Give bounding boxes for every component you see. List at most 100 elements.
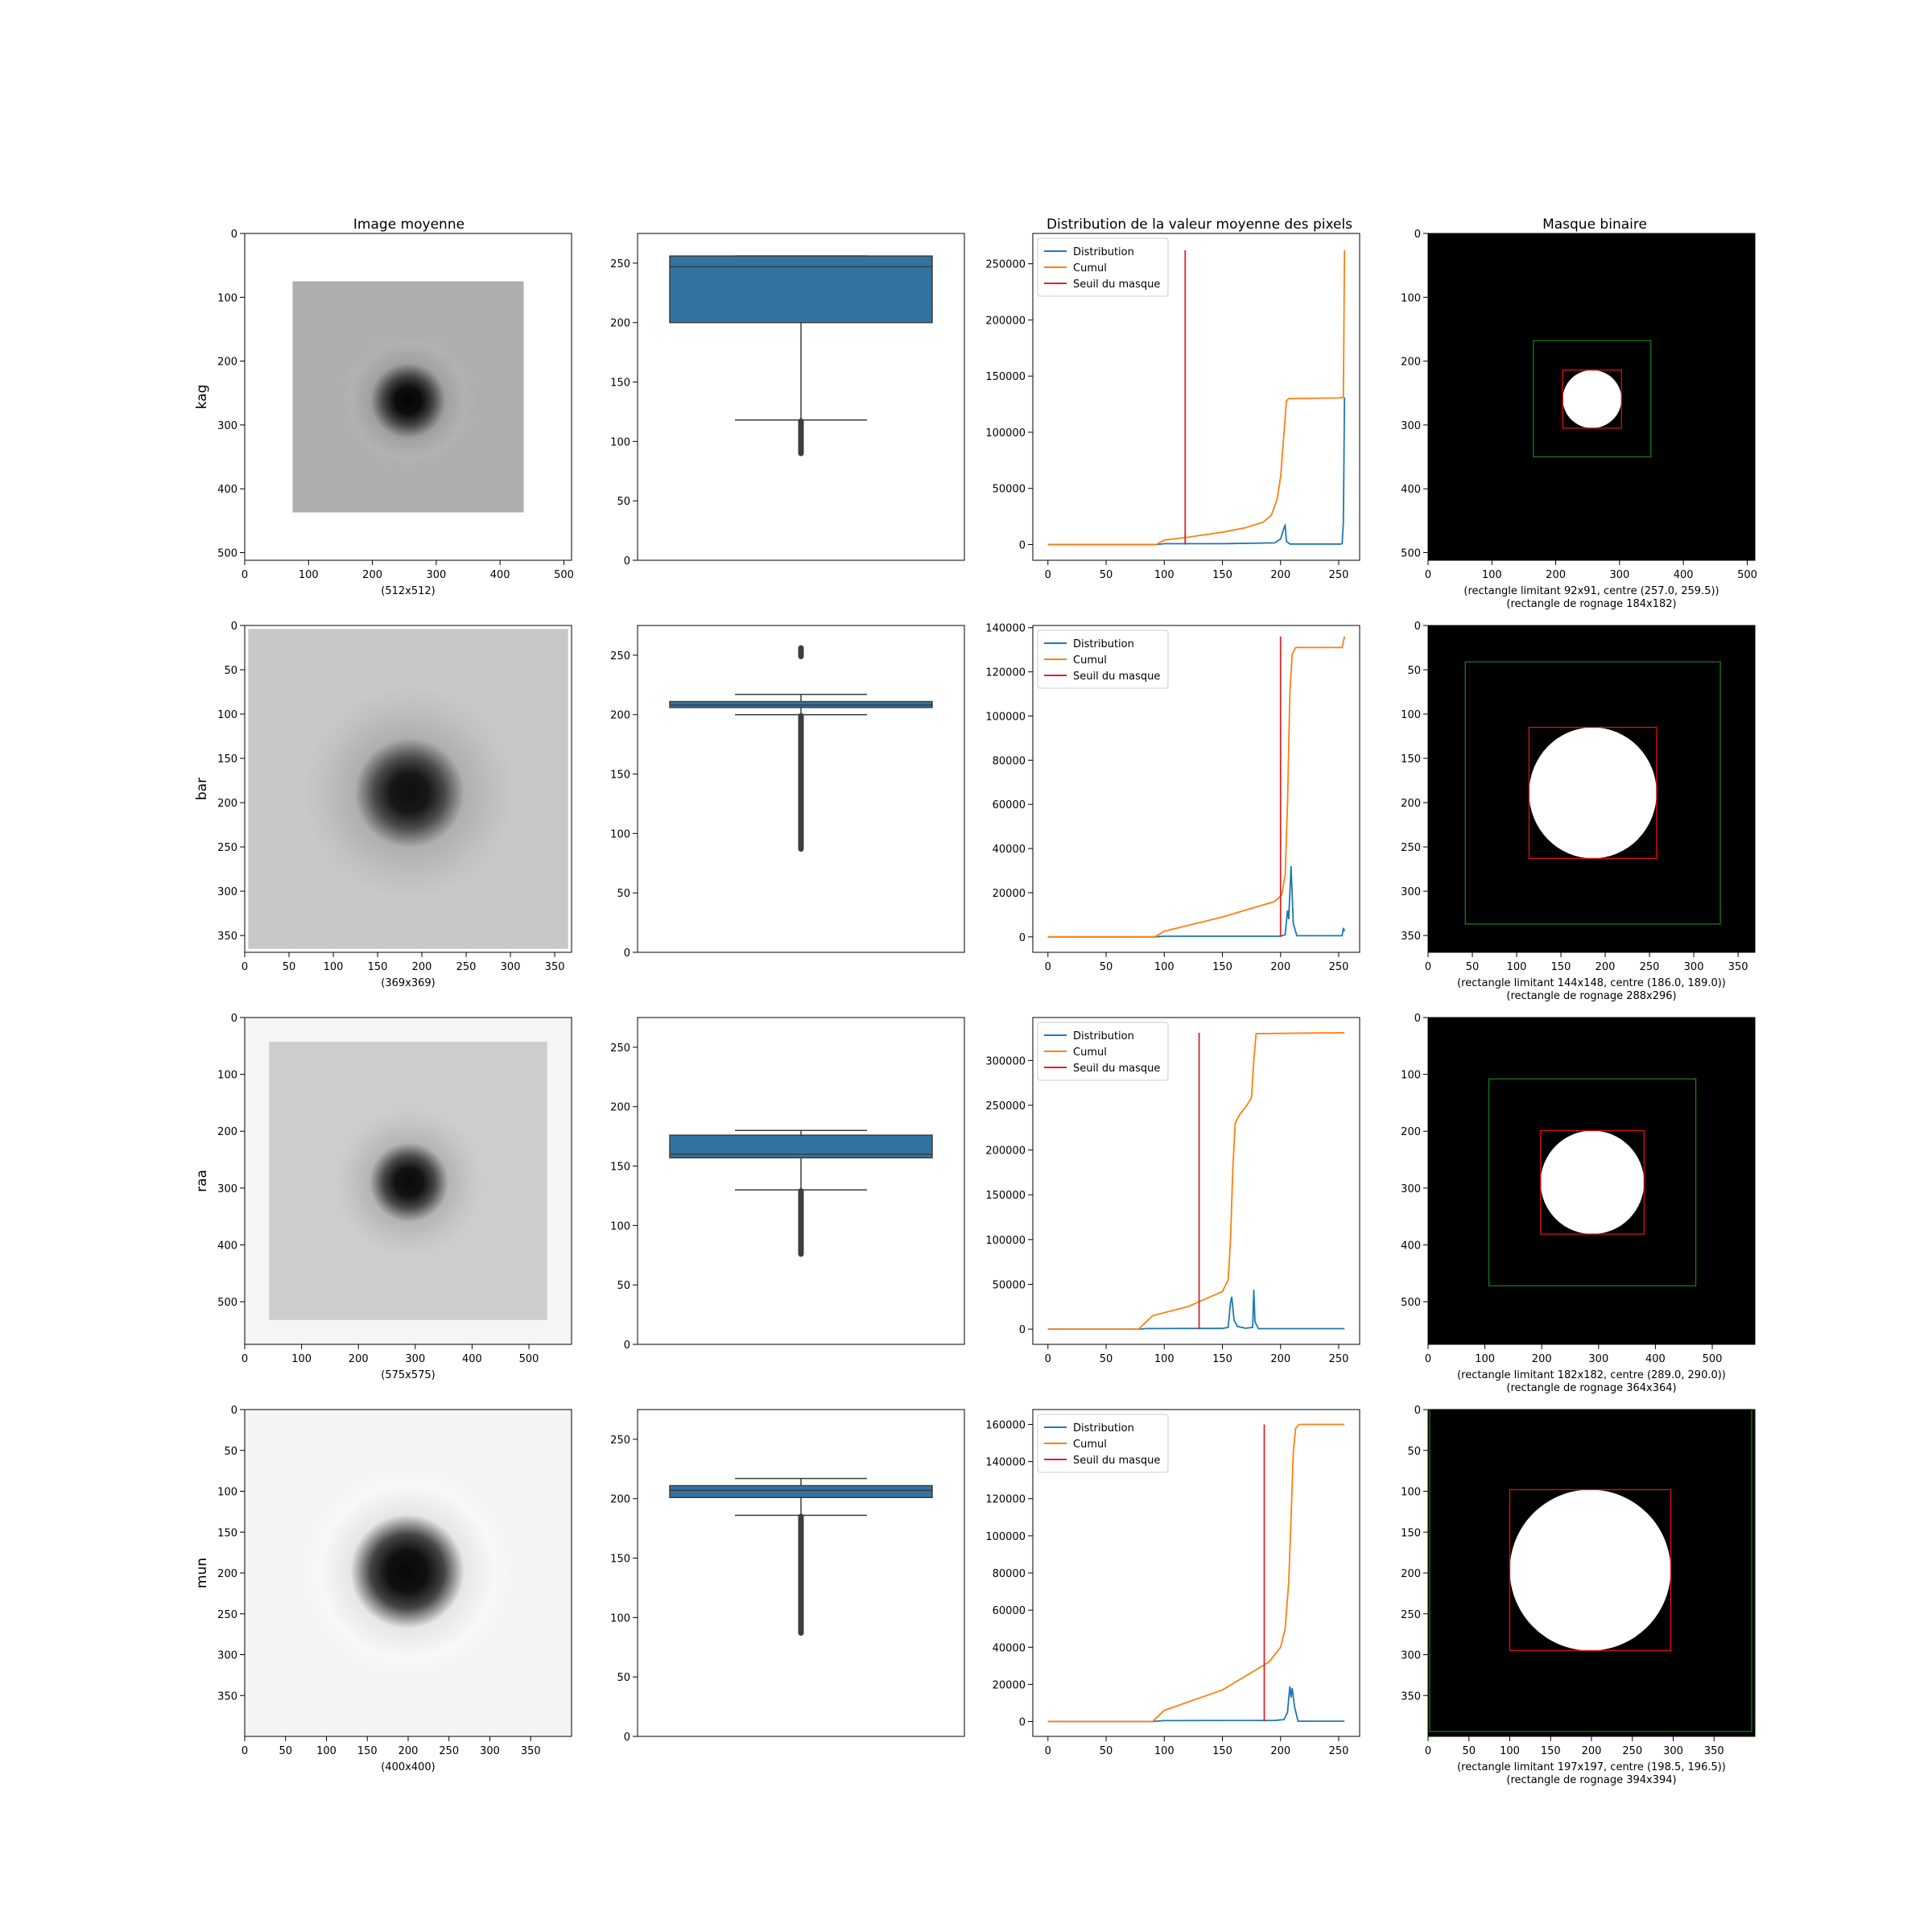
image-x-tick-label: 100 (316, 1745, 336, 1757)
image-x-tick-label: 100 (299, 569, 319, 581)
mask-y-tick-label: 100 (1401, 709, 1421, 721)
mask-caption-bounding: (rectangle limitant 92x91, centre (257.0… (1463, 585, 1719, 597)
box-y-tick-label: 150 (610, 770, 630, 782)
mask-y-tick-label: 150 (1401, 1527, 1421, 1539)
bounding-rectangle (1562, 369, 1622, 429)
dist-x-tick-label: 100 (1154, 1353, 1174, 1365)
image-x-tick-label: 400 (462, 1353, 482, 1365)
mask-y-tick-label: 300 (1401, 1650, 1421, 1662)
row-label: kag (194, 385, 210, 410)
dist-y-tick-label: 200000 (985, 1146, 1026, 1158)
image-size-label: (512x512) (381, 585, 435, 597)
mask-x-tick-label: 150 (1551, 961, 1571, 973)
dist-x-tick-label: 150 (1212, 1353, 1232, 1365)
dist-x-tick-label: 50 (1100, 1745, 1113, 1757)
mask-x-tick-label: 150 (1541, 1745, 1561, 1757)
mask-y-tick-label: 50 (1407, 665, 1421, 677)
mask-x-tick-label: 300 (1663, 1745, 1683, 1757)
image-y-tick-label: 0 (231, 1405, 237, 1417)
mask-y-tick-label: 300 (1401, 886, 1421, 898)
mask-axes-frame (1427, 233, 1756, 561)
dist-x-tick-label: 200 (1270, 961, 1290, 973)
dist-axes-frame (1032, 233, 1360, 561)
dist-y-tick-label: 250000 (985, 259, 1026, 271)
mask-axes-frame (1427, 625, 1756, 953)
mask-x-tick-label: 300 (1588, 1353, 1608, 1365)
mask-y-tick-label: 200 (1401, 357, 1421, 369)
mask-y-tick-label: 300 (1401, 1183, 1421, 1195)
mask-x-tick-label: 0 (1425, 961, 1431, 973)
distribution-line (1047, 397, 1346, 546)
mask-y-tick-label: 150 (1401, 753, 1421, 766)
image-y-tick-label: 200 (217, 798, 237, 810)
image-x-tick-label: 0 (242, 569, 248, 581)
mask-caption-bounding: (rectangle limitant 182x182, centre (289… (1457, 1369, 1726, 1381)
legend-label: Distribution (1073, 1030, 1134, 1042)
mask-x-tick-label: 100 (1500, 1745, 1520, 1757)
mask-y-tick-label: 200 (1401, 1568, 1421, 1580)
image-y-tick-label: 0 (231, 1013, 237, 1025)
dist-y-tick-label: 100000 (985, 1235, 1026, 1247)
image-y-tick-label: 100 (217, 1487, 237, 1499)
mask-circle (1563, 369, 1622, 428)
mask-y-tick-label: 400 (1401, 484, 1421, 496)
image-y-tick-label: 500 (217, 1297, 237, 1309)
dist-x-tick-label: 0 (1045, 961, 1051, 973)
image-x-tick-label: 0 (242, 961, 248, 973)
legend-box (1037, 237, 1169, 297)
crop-rectangle (1464, 661, 1721, 925)
dist-y-tick-label: 80000 (993, 755, 1026, 767)
mask-x-tick-label: 50 (1466, 961, 1480, 973)
mask-x-tick-label: 400 (1674, 569, 1694, 581)
dist-x-tick-label: 0 (1045, 1353, 1051, 1365)
bounding-rectangle (1528, 726, 1657, 860)
col-title-dist: Distribution de la valeur moyenne des pi… (1046, 217, 1352, 233)
mask-caption-crop: (rectangle de rognage 184x182) (1506, 598, 1676, 610)
dist-y-tick-label: 0 (1019, 1717, 1026, 1729)
mask-y-tick-label: 100 (1401, 1487, 1421, 1499)
dist-x-tick-label: 250 (1329, 1745, 1349, 1757)
mask-x-tick-label: 500 (1737, 569, 1757, 581)
mask-x-tick-label: 100 (1482, 569, 1502, 581)
image-x-tick-label: 100 (291, 1353, 312, 1365)
distribution-line (1047, 1686, 1345, 1723)
legend-box (1037, 1022, 1169, 1081)
box-y-tick-label: 0 (624, 1732, 630, 1744)
dist-x-tick-label: 200 (1270, 569, 1290, 581)
mask-y-tick-label: 0 (1414, 1405, 1421, 1417)
mask-x-tick-label: 350 (1704, 1745, 1724, 1757)
image-y-tick-label: 200 (217, 1126, 237, 1138)
dist-y-tick-label: 100000 (985, 711, 1026, 723)
image-x-tick-label: 150 (357, 1745, 378, 1757)
box-y-tick-label: 200 (610, 318, 630, 330)
dist-x-tick-label: 50 (1100, 569, 1113, 581)
box-y-tick-label: 150 (610, 1162, 630, 1174)
image-x-tick-label: 350 (545, 961, 565, 973)
mask-y-tick-label: 100 (1401, 1070, 1421, 1082)
image-y-tick-label: 400 (217, 484, 237, 496)
image-x-tick-label: 300 (405, 1353, 425, 1365)
image-x-tick-label: 100 (324, 961, 344, 973)
box-axes-frame (637, 1017, 965, 1345)
bounding-rectangle (1540, 1129, 1645, 1235)
mask-caption-crop: (rectangle de rognage 288x296) (1506, 990, 1676, 1002)
image-dark-spot (269, 1042, 547, 1320)
legend-label: Seuil du masque (1073, 671, 1160, 683)
mask-y-tick-label: 0 (1414, 229, 1421, 241)
box-y-tick-label: 100 (610, 436, 630, 448)
legend-label: Cumul (1073, 1046, 1107, 1059)
dist-y-tick-label: 140000 (985, 623, 1026, 635)
mask-y-tick-label: 50 (1407, 1446, 1421, 1458)
box-y-tick-label: 50 (617, 1672, 630, 1684)
mask-y-tick-label: 500 (1401, 547, 1421, 559)
dist-y-tick-label: 200000 (985, 315, 1026, 327)
legend-label: Cumul (1073, 262, 1107, 275)
mask-y-tick-label: 200 (1401, 1126, 1421, 1138)
box-y-tick-label: 250 (610, 258, 630, 270)
dist-y-tick-label: 0 (1019, 932, 1026, 944)
dist-x-tick-label: 150 (1212, 569, 1232, 581)
mask-y-tick-label: 350 (1401, 931, 1421, 943)
mask-y-tick-label: 250 (1401, 1609, 1421, 1621)
mask-x-tick-label: 250 (1640, 961, 1660, 973)
distribution-line (1047, 865, 1346, 938)
